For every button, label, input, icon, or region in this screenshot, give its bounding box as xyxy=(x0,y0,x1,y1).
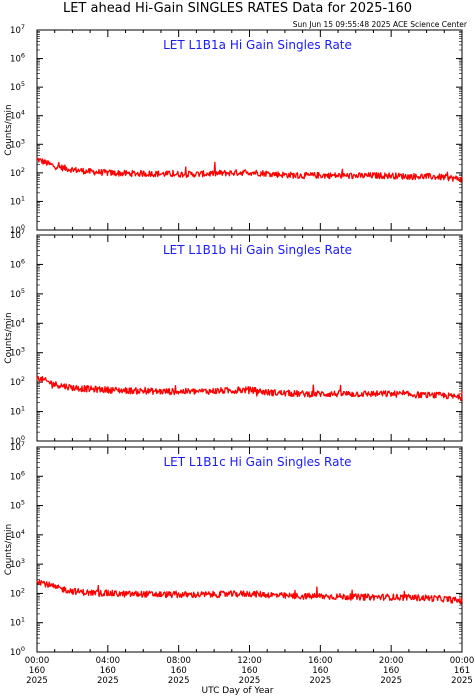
y-tick-label: 104 xyxy=(10,528,25,541)
timestamp: Sun Jun 15 09:55:48 2025 ACE Science Cen… xyxy=(292,20,467,29)
y-tick-label: 105 xyxy=(10,499,25,512)
data-series-line xyxy=(36,375,463,402)
y-axis-title: Counts/min xyxy=(4,104,14,155)
x-tick-doy: 160 xyxy=(241,666,257,676)
y-tick-label: 101 xyxy=(10,405,25,418)
y-tick-label: 106 xyxy=(10,52,25,65)
panel-title: LET L1B1c Hi Gain Singles Rate xyxy=(163,455,351,469)
y-tick-label: 105 xyxy=(10,80,25,93)
x-tick-year: 2025 xyxy=(168,676,190,686)
x-tick-time: 04:00 xyxy=(96,656,121,666)
x-tick-year: 2025 xyxy=(239,676,261,686)
x-tick-year: 2025 xyxy=(380,676,402,686)
x-tick-doy: 160 xyxy=(312,666,328,676)
y-tick-label: 104 xyxy=(10,316,25,329)
panel-title: LET L1B1a Hi Gain Singles Rate xyxy=(163,38,352,52)
x-axis-title: UTC Day of Year xyxy=(201,686,274,696)
x-tick-year: 2025 xyxy=(26,676,48,686)
y-tick-label: 103 xyxy=(10,137,25,150)
x-tick-time: 08:00 xyxy=(166,656,191,666)
x-tick-time: 00:00 xyxy=(450,656,475,666)
panel-title: LET L1B1b Hi Gain Singles Rate xyxy=(163,243,352,257)
y-tick-label: 107 xyxy=(10,228,25,241)
y-tick-label: 100 xyxy=(10,434,25,447)
y-tick-label: 102 xyxy=(10,166,25,179)
plot-frame xyxy=(36,234,463,442)
x-tick-time: 16:00 xyxy=(308,656,333,666)
plot-frame xyxy=(36,446,463,653)
x-tick-doy: 160 xyxy=(29,666,45,676)
x-tick-year: 2025 xyxy=(310,676,332,686)
y-tick-label: 102 xyxy=(10,375,25,388)
x-tick-doy: 160 xyxy=(171,666,187,676)
x-tick-year: 2025 xyxy=(97,676,119,686)
y-tick-label: 105 xyxy=(10,287,25,300)
x-tick-time: 12:00 xyxy=(237,656,262,666)
chart-title: LET ahead Hi-Gain SINGLES RATES Data for… xyxy=(62,1,413,16)
x-tick-year: 2025 xyxy=(451,676,473,686)
plot-frame xyxy=(36,29,463,231)
y-tick-label: 101 xyxy=(10,616,25,629)
y-tick-label: 103 xyxy=(10,557,25,570)
y-tick-label: 107 xyxy=(10,23,25,36)
y-tick-label: 101 xyxy=(10,194,25,207)
y-tick-label: 106 xyxy=(10,257,25,270)
x-tick-doy: 160 xyxy=(100,666,116,676)
y-tick-label: 106 xyxy=(10,469,25,482)
data-series-line xyxy=(36,579,463,605)
data-series-line xyxy=(36,157,463,183)
y-axis-title: Counts/min xyxy=(4,524,14,575)
y-tick-label: 103 xyxy=(10,346,25,359)
x-tick-time: 00:00 xyxy=(25,656,50,666)
y-tick-label: 107 xyxy=(10,440,25,453)
y-tick-label: 100 xyxy=(10,645,25,658)
y-tick-label: 100 xyxy=(10,223,25,236)
x-tick-doy: 161 xyxy=(454,666,470,676)
y-axis-title: Counts/min xyxy=(4,312,14,363)
x-tick-time: 20:00 xyxy=(379,656,404,666)
y-tick-label: 102 xyxy=(10,586,25,599)
y-tick-label: 104 xyxy=(10,109,25,122)
x-tick-doy: 160 xyxy=(383,666,399,676)
